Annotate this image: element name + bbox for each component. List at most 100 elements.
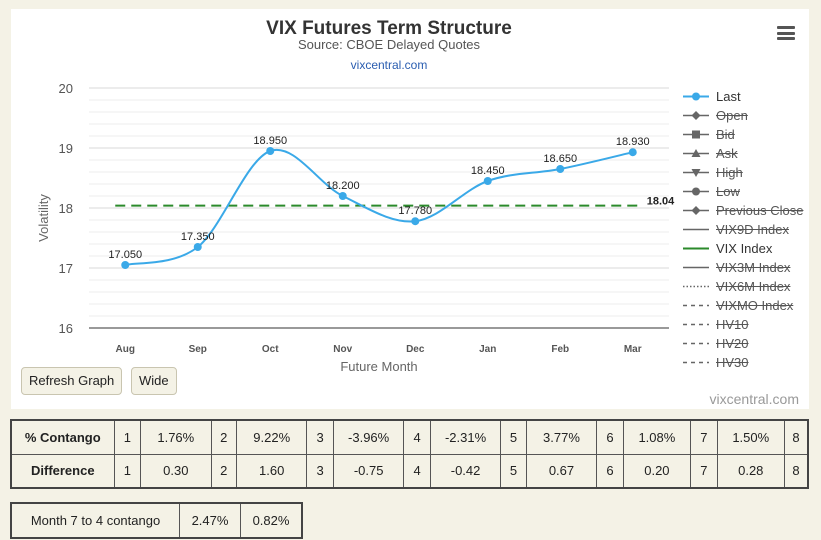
last-data-label: 17.050 <box>108 249 142 261</box>
last-data-point[interactable] <box>121 261 130 269</box>
legend-item-hv10[interactable]: HV10 <box>683 315 803 334</box>
legend-label: Previous Close <box>716 203 804 218</box>
legend-label: VIXMO Index <box>716 298 794 313</box>
chart-title: VIX Futures Term Structure <box>266 18 512 39</box>
month-7-to-4-table: Month 7 to 4 contango 2.47% 0.82% <box>10 502 303 539</box>
last-data-label: 18.650 <box>543 153 577 165</box>
legend-item-previous-close[interactable]: Previous Close <box>683 201 803 220</box>
legend-item-last[interactable]: Last <box>683 87 803 106</box>
y-axis-label: Volatility <box>36 194 51 242</box>
last-series: 17.050 17.350 18.950 18.200 17.780 18.450 18.6… <box>108 135 650 269</box>
legend-item-open[interactable]: Open <box>683 106 803 125</box>
last-data-point[interactable] <box>556 165 565 173</box>
difference-value: 1.60 <box>235 453 308 489</box>
x-tick-label: Sep <box>189 344 207 355</box>
legend-symbol <box>683 206 709 215</box>
contango-month-number: 4 <box>403 419 431 455</box>
contango-value: -3.96% <box>332 419 405 455</box>
contango-month-number: 6 <box>596 419 624 455</box>
x-axis-label: Future Month <box>340 359 417 374</box>
last-data-label: 18.200 <box>326 180 360 192</box>
legend-item-bid[interactable]: Bid <box>683 125 803 144</box>
chart-subtitle: Source: CBOE Delayed Quotes <box>298 37 481 52</box>
last-data-point[interactable] <box>193 243 202 251</box>
legend-item-high[interactable]: High <box>683 163 803 182</box>
last-data-label: 18.930 <box>616 136 650 148</box>
menu-icon[interactable] <box>777 26 795 40</box>
last-data-point[interactable] <box>338 192 347 200</box>
x-axis-ticks: Aug Sep Oct Nov Dec Jan Feb Mar <box>116 344 642 355</box>
legend-label: Last <box>716 89 741 104</box>
last-data-label: 18.950 <box>253 135 287 147</box>
contango-row: % Contango 1 1.76% 2 9.22% 3 -3.96% 4 -2.31% 5 3.… <box>10 419 809 455</box>
last-series-line <box>125 148 633 266</box>
legend-item-hv30[interactable]: HV30 <box>683 353 803 372</box>
legend-item-hv20[interactable]: HV20 <box>683 334 803 353</box>
contango-value: 1.50% <box>716 419 785 455</box>
last-data-point[interactable] <box>483 177 492 185</box>
source-link[interactable]: vixcentral.com <box>351 58 428 72</box>
vix-index-value-label: 18.04 <box>647 196 675 208</box>
last-data-label: 17.780 <box>398 205 432 217</box>
legend-label: HV30 <box>716 355 749 370</box>
last-data-label: 18.450 <box>471 165 505 177</box>
x-tick-label: Jan <box>479 344 496 355</box>
wide-button[interactable]: Wide <box>131 367 177 395</box>
legend-item-vix-index[interactable]: VIX Index <box>683 239 803 258</box>
contango-label: % Contango <box>10 419 115 455</box>
difference-month-number: 5 <box>500 453 527 489</box>
contango-table: % Contango 1 1.76% 2 9.22% 3 -3.96% 4 -2.31% 5 3.… <box>10 419 809 489</box>
grid-lines <box>89 87 669 329</box>
contango-month-number: 7 <box>690 419 718 455</box>
x-tick-label: Oct <box>262 344 279 355</box>
x-tick-label: Feb <box>551 344 569 355</box>
last-data-point[interactable] <box>628 148 637 157</box>
refresh-graph-button[interactable]: Refresh Graph <box>21 367 123 395</box>
last-data-point[interactable] <box>411 217 420 226</box>
legend-label: HV10 <box>716 317 749 332</box>
chart-panel: VIX Futures Term Structure Source: CBOE … <box>11 9 809 409</box>
legend-item-vixmo-index[interactable]: VIXMO Index <box>683 296 803 315</box>
difference-value: -0.75 <box>332 453 405 489</box>
legend-symbol <box>683 92 709 101</box>
legend-label: VIX9D Index <box>716 222 789 237</box>
legend-label: High <box>716 165 743 180</box>
legend-item-low[interactable]: Low <box>683 182 803 201</box>
legend-label: HV20 <box>716 336 749 351</box>
chart-credit[interactable]: vixcentral.com <box>709 391 799 407</box>
x-tick-label: Nov <box>333 344 352 355</box>
contango-month-number: 8 <box>783 419 809 455</box>
last-data-point[interactable] <box>266 147 275 155</box>
legend-label: Low <box>716 184 740 199</box>
legend-symbol <box>683 187 709 196</box>
contango-month-number: 5 <box>500 419 527 455</box>
y-tick-label: 19 <box>59 141 73 156</box>
legend-symbol <box>683 266 709 269</box>
difference-value: -0.42 <box>429 453 502 489</box>
difference-value: 0.28 <box>716 453 785 489</box>
legend-label: Ask <box>716 146 738 161</box>
legend-item-ask[interactable]: Ask <box>683 144 803 163</box>
legend-label: VIX Index <box>716 241 773 256</box>
contango-month-number: 2 <box>210 419 237 455</box>
contango-month-number: 1 <box>113 419 142 455</box>
x-tick-label: Mar <box>624 344 642 355</box>
contango-month-number: 3 <box>306 419 334 455</box>
legend-item-vix6m-index[interactable]: VIX6M Index <box>683 277 803 296</box>
legend-label: VIX6M Index <box>716 279 791 294</box>
difference-value: 0.30 <box>140 453 212 489</box>
month-7-to-4-row: Month 7 to 4 contango 2.47% 0.82% <box>10 502 303 539</box>
contango-value: 1.76% <box>140 419 212 455</box>
difference-month-number: 6 <box>596 453 624 489</box>
legend-label: Open <box>716 108 748 123</box>
legend-symbol <box>683 111 709 120</box>
contango-value: 3.77% <box>525 419 598 455</box>
contango-value: 1.08% <box>622 419 692 455</box>
legend-item-vix9d-index[interactable]: VIX9D Index <box>683 220 803 239</box>
last-data-label: 17.350 <box>181 231 215 243</box>
vix-index-series: 18.04 <box>115 196 675 208</box>
legend-symbol <box>683 342 709 345</box>
legend-item-vix3m-index[interactable]: VIX3M Index <box>683 258 803 277</box>
legend-symbol <box>683 361 709 364</box>
x-tick-label: Aug <box>116 344 135 355</box>
